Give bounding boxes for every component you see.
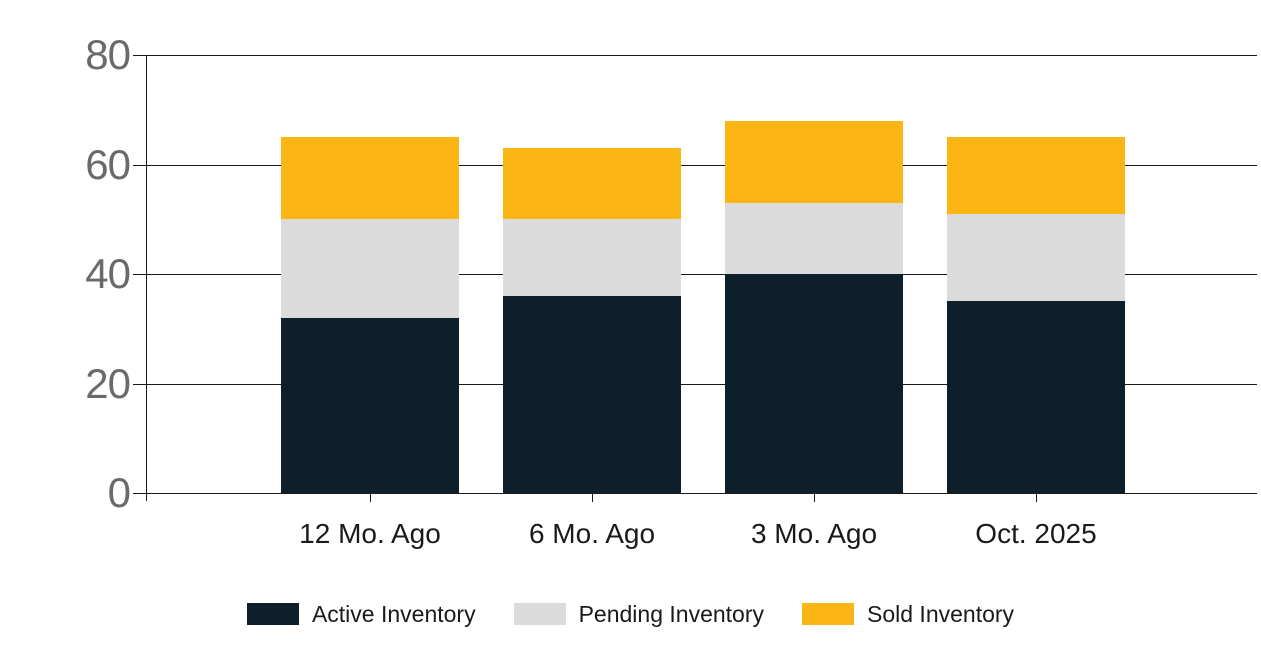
x-axis-category-label: 3 Mo. Ago — [750, 518, 878, 549]
legend-swatch-icon — [246, 603, 299, 625]
y-tick-mark — [133, 55, 146, 56]
gridline-y20 — [146, 383, 1257, 385]
x-axis-category-label: 6 Mo. Ago — [528, 518, 656, 549]
legend-label: Active Inventory — [311, 600, 476, 627]
legend-swatch-icon — [513, 603, 566, 625]
y-axis-tick-label: 80 — [85, 31, 131, 78]
x-tick-mark — [592, 493, 593, 502]
y-tick-mark — [133, 383, 146, 385]
bar-segment-sold-inventory — [281, 137, 459, 220]
bar-segment-sold-inventory — [503, 148, 681, 220]
bar-segment-active-inventory — [725, 274, 903, 493]
bar-segment-active-inventory — [281, 317, 459, 493]
bar-segment-pending-inventory — [281, 219, 459, 318]
legend-item-sold-inventory: Sold Inventory — [802, 600, 1015, 627]
bar-segment-active-inventory — [947, 301, 1125, 493]
y-axis-tick-label: 40 — [85, 250, 131, 297]
x-tick-mark — [1036, 493, 1037, 502]
gridline-y80 — [146, 55, 1257, 56]
x-axis-baseline — [133, 493, 1257, 494]
legend-label: Pending Inventory — [578, 600, 764, 627]
y-tick-mark — [133, 164, 146, 166]
y-axis-tick-label: 20 — [85, 359, 131, 407]
x-tick-mark — [370, 493, 371, 502]
bar-segment-sold-inventory — [947, 137, 1125, 214]
x-tick-mark — [814, 493, 815, 502]
bar-segment-pending-inventory — [725, 202, 903, 274]
legend-swatch-icon — [802, 603, 854, 625]
y-tick-mark — [133, 274, 146, 275]
x-axis-category-label: 12 Mo. Ago — [299, 518, 441, 549]
y-axis-tick-label: 0 — [107, 469, 131, 516]
y-axis-line — [146, 55, 147, 501]
legend-label: Sold Inventory — [867, 600, 1015, 627]
gridline-y60 — [146, 164, 1257, 166]
y-axis-tick-label: 60 — [85, 140, 131, 188]
legend-item-pending-inventory: Pending Inventory — [513, 600, 764, 627]
bar-segment-pending-inventory — [947, 213, 1125, 302]
bar-segment-sold-inventory — [725, 120, 903, 203]
legend-item-active-inventory: Active Inventory — [246, 600, 476, 627]
chart-legend: Active Inventory Pending Inventory Sold In… — [0, 600, 1261, 628]
x-axis-category-label: Oct. 2025 — [975, 518, 1097, 549]
gridline-y40 — [146, 274, 1257, 275]
bar-segment-active-inventory — [503, 295, 681, 493]
bar-segment-pending-inventory — [503, 219, 681, 296]
